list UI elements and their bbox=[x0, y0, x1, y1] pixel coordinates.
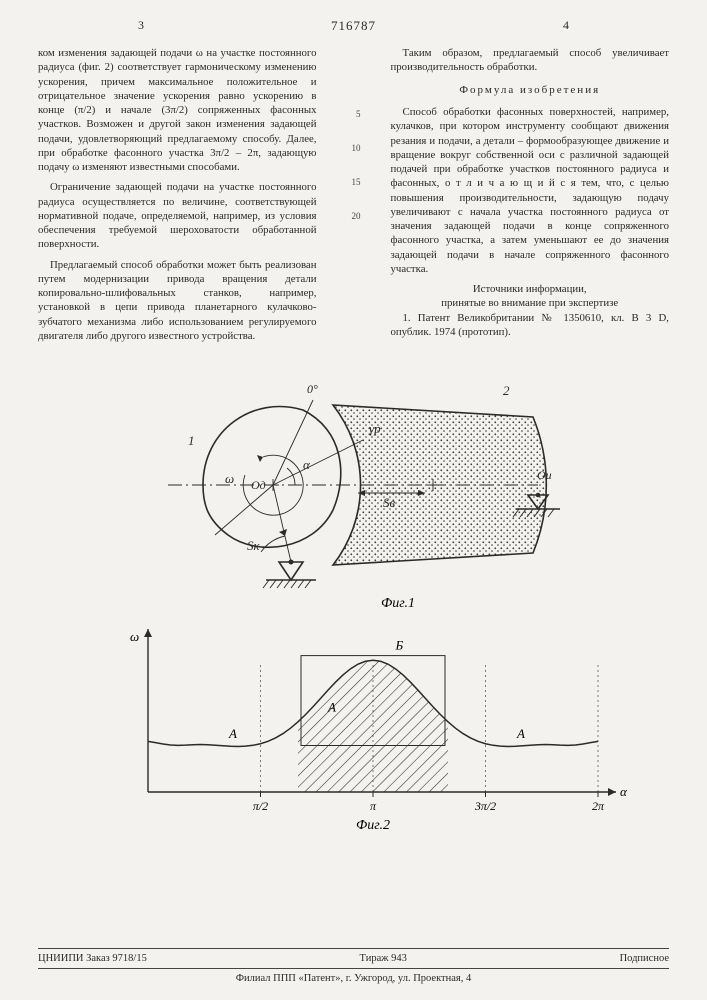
left-para-2: Ограничение задающей подачи на участке п… bbox=[38, 180, 317, 251]
svg-text:A: A bbox=[327, 699, 336, 714]
line-number: 5 bbox=[347, 110, 361, 144]
line-number: 20 bbox=[347, 212, 361, 246]
svg-text:Sв: Sв bbox=[383, 495, 396, 510]
svg-text:γp: γp bbox=[369, 421, 381, 436]
svg-text:α: α bbox=[620, 784, 628, 799]
svg-text:π/2: π/2 bbox=[253, 799, 268, 813]
svg-text:0°: 0° bbox=[307, 382, 318, 396]
sources-subheading: принятые во внимание при экспертизе bbox=[441, 297, 618, 309]
right-intro: Таким образом, предлагаемый способ увели… bbox=[391, 46, 670, 75]
patent-number: 716787 bbox=[331, 18, 376, 34]
figure-2-svg: ω α π/2 π 3π/2 2π A A A Б Фиг.2 bbox=[38, 617, 669, 837]
svg-text:π: π bbox=[370, 799, 377, 813]
formula-heading: Формула изобретения bbox=[391, 83, 670, 98]
line-number: 10 bbox=[347, 144, 361, 178]
svg-text:Фиг.2: Фиг.2 bbox=[356, 818, 390, 833]
svg-text:A: A bbox=[228, 726, 237, 741]
left-column: ком изменения задающей подачи ω на участ… bbox=[38, 46, 317, 349]
svg-text:Ои: Ои bbox=[537, 468, 552, 482]
sources-heading: Источники информации, принятые во вниман… bbox=[391, 282, 670, 311]
reference-1: 1. Патент Великобритании № 1350610, кл. … bbox=[391, 311, 670, 340]
svg-text:A: A bbox=[516, 726, 525, 741]
left-para-3: Предлагаемый способ обработки может быть… bbox=[38, 258, 317, 344]
svg-text:ω: ω bbox=[225, 471, 234, 486]
footer-signed: Подписное bbox=[620, 953, 669, 964]
footer-address: Филиал ППП «Патент», г. Ужгород, ул. Про… bbox=[38, 968, 669, 984]
figure-1: 0° γp α Од Ои ω Sв Sк 1 2 Фиг.1 bbox=[38, 355, 669, 615]
svg-text:Фиг.1: Фиг.1 bbox=[381, 596, 415, 611]
right-column: Таким образом, предлагаемый способ увели… bbox=[391, 46, 670, 349]
page-number-left: 3 bbox=[138, 18, 144, 33]
formula-body: Способ обработки фасонных поверхностей, … bbox=[391, 105, 670, 276]
left-para-1: ком изменения задающей подачи ω на участ… bbox=[38, 46, 317, 174]
line-number-gutter: 5 10 15 20 bbox=[347, 46, 361, 349]
svg-text:α: α bbox=[303, 457, 311, 472]
text-columns: ком изменения задающей подачи ω на участ… bbox=[38, 46, 669, 349]
line-number: 15 bbox=[347, 178, 361, 212]
svg-text:1: 1 bbox=[188, 433, 195, 448]
svg-text:2: 2 bbox=[503, 383, 510, 398]
svg-text:Sк: Sк bbox=[247, 538, 261, 553]
svg-text:3π/2: 3π/2 bbox=[474, 799, 496, 813]
svg-text:Б: Б bbox=[395, 638, 404, 653]
figure-1-svg: 0° γp α Од Ои ω Sв Sк 1 2 Фиг.1 bbox=[38, 355, 669, 615]
page-number-right: 4 bbox=[563, 18, 569, 33]
footer-tirazh: Тираж 943 bbox=[360, 953, 407, 964]
svg-text:2π: 2π bbox=[592, 799, 605, 813]
footer-order: ЦНИИПИ Заказ 9718/15 bbox=[38, 953, 147, 964]
svg-text:ω: ω bbox=[130, 629, 139, 644]
figure-2: ω α π/2 π 3π/2 2π A A A Б Фиг.2 bbox=[38, 617, 669, 837]
page-header: 3 716787 4 bbox=[38, 18, 669, 42]
imprint-footer: ЦНИИПИ Заказ 9718/15 Тираж 943 Подписное… bbox=[38, 948, 669, 984]
svg-text:Од: Од bbox=[251, 478, 266, 492]
